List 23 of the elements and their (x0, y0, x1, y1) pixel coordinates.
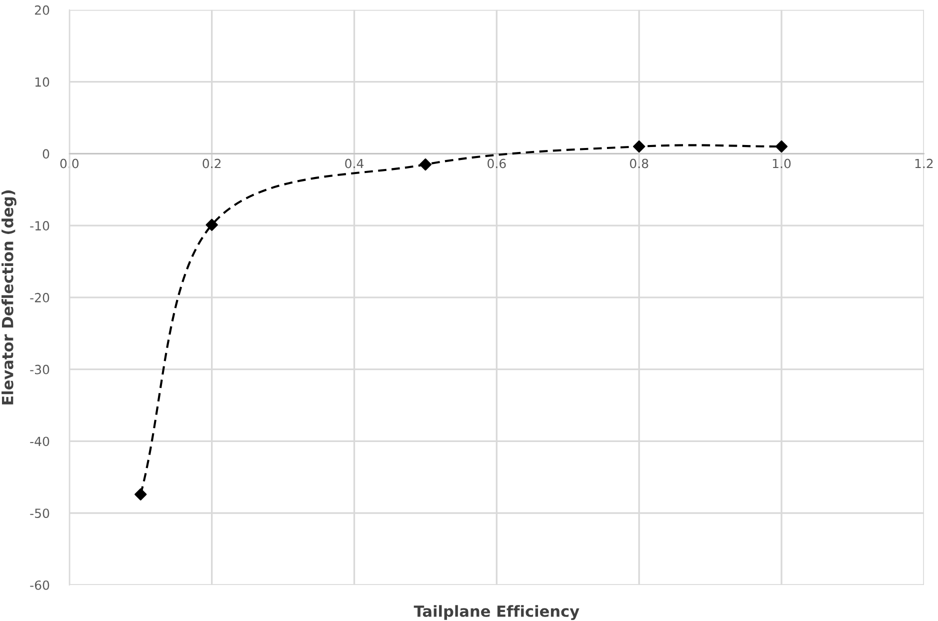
x-tick-label: 0.4 (345, 158, 364, 168)
x-tick-label: 1.0 (772, 158, 791, 168)
x-tick-label: 0.0 (60, 158, 79, 168)
x-tick-label: 0.2 (202, 158, 221, 168)
y-tick-label: -50 (30, 508, 50, 518)
point (419, 158, 432, 171)
y-tick-label: -30 (30, 364, 50, 374)
x-tick-label: 0.8 (630, 158, 648, 168)
y-tick-label: 10 (35, 77, 50, 87)
y-tick-label: -60 (30, 580, 50, 590)
x-tick-label: 0.6 (488, 158, 506, 168)
y-tick-label: 0 (42, 149, 50, 159)
y-tick-label: -10 (30, 221, 50, 231)
y-tick-label: 20 (34, 5, 50, 15)
x-tick-label: 1.2 (915, 158, 933, 168)
point (775, 140, 788, 153)
point (134, 488, 147, 500)
point (206, 218, 218, 231)
x-axis-title: Tailplane Efficiency (414, 605, 580, 620)
y-axis-title: Elevator Deflection (deg) (2, 190, 16, 404)
point (633, 140, 646, 153)
y-tick-label: -20 (30, 292, 50, 302)
y-tick-label: -40 (30, 436, 50, 446)
